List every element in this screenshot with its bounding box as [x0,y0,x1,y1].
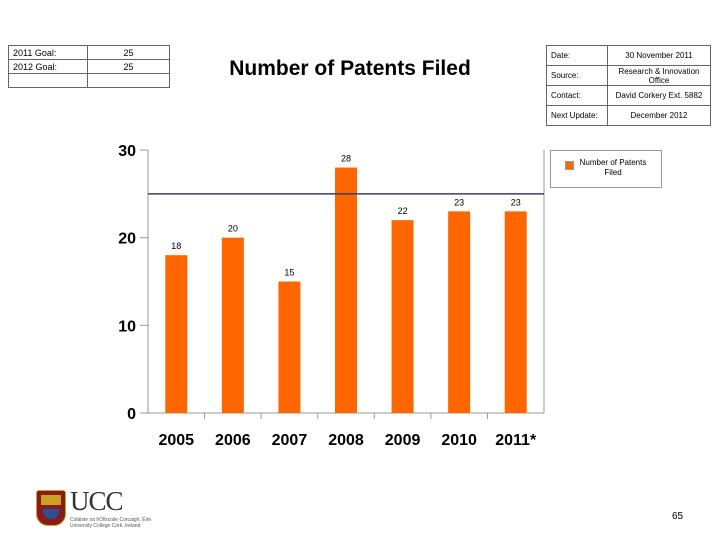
x-tick-label: 2007 [272,432,308,449]
bar-data-label: 23 [511,197,521,207]
x-tick-label: 2008 [328,432,364,449]
bar [221,237,244,413]
x-tick-label: 2009 [385,432,421,449]
y-tick-label: 30 [118,143,136,160]
x-tick-label: 2005 [158,432,194,449]
info-row-source: Source: Research & Innovation Office [546,65,711,86]
bar-data-label: 15 [284,268,294,278]
y-tick-label: 20 [118,231,136,248]
ucc-logo: UCC Coláiste na hOllscoile Corcaigh, Éir… [36,486,166,530]
logo-wordmark: UCC [70,486,124,516]
logo-subtitle-irish: Coláiste na hOllscoile Corcaigh, Éire [70,517,152,523]
legend-label: Number of Patents Filed [579,158,647,177]
page-number: 65 [672,511,684,522]
x-tick-label: 2011* [495,432,537,449]
logo-subtitle-english: University College Cork, Ireland [70,523,141,529]
y-tick-label: 10 [118,318,136,335]
bar [448,211,471,413]
bar [504,211,527,413]
x-tick-label: 2006 [215,432,251,449]
x-tick-label: 2010 [441,432,477,449]
bar [165,255,188,413]
goal-value [87,73,170,88]
goal-row-2011: 2011 Goal: 25 [8,45,170,60]
bar-data-label: 18 [171,241,181,251]
goal-row-2012: 2012 Goal: 25 [8,59,170,74]
goals-table: 2011 Goal: 25 2012 Goal: 25 [8,45,170,88]
bar [335,167,357,413]
y-tick-label: 0 [127,406,136,423]
info-row-next-update: Next Update: December 2012 [546,105,711,126]
page-title: Number of Patents Filed [229,57,471,80]
crest-icon [36,490,66,526]
bar-data-label: 28 [341,154,351,164]
bar-data-label: 22 [398,206,408,216]
bar [278,281,301,413]
info-value: Research & Innovation Office [607,65,711,86]
info-table: Date: 30 November 2011 Source: Research … [546,45,711,126]
goal-row-empty [8,73,170,88]
chart-labels: 18 2005 20 2006 15 2007 28 2008 22 2009 23 2010 23 20… [148,154,544,449]
bar-data-label: 20 [228,224,238,234]
chart-legend: Number of Patents Filed [550,150,662,188]
bar [391,220,414,413]
bar-data-label: 23 [454,197,464,207]
chart-bars [165,167,527,413]
legend-swatch [565,161,574,170]
info-value: December 2012 [607,105,711,126]
